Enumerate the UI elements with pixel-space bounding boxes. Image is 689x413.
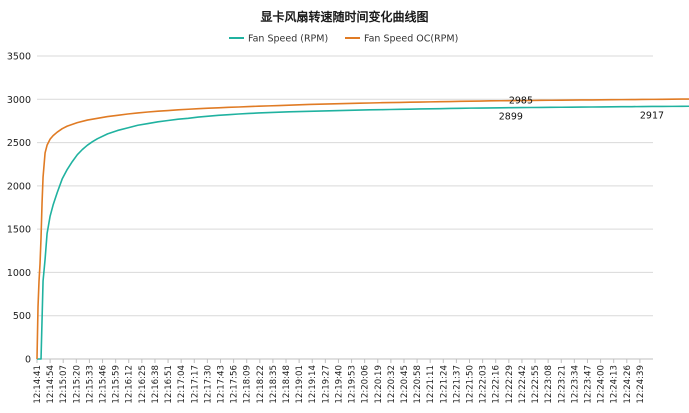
x-tick-label: 12:15:07 <box>59 365 69 404</box>
x-tick-label: 12:22:55 <box>531 365 541 404</box>
legend-label-fan-speed-oc: Fan Speed OC(RPM) <box>364 34 458 45</box>
x-tick-label: 12:24:26 <box>623 365 633 404</box>
data-label: 2985 <box>509 96 533 107</box>
x-tick-label: 12:17:30 <box>203 365 213 404</box>
x-tick-label: 12:23:47 <box>583 365 593 404</box>
x-tick-label: 12:20:45 <box>400 365 410 404</box>
x-tick-label: 12:19:53 <box>348 365 358 404</box>
x-tick-label: 12:24:00 <box>597 365 607 404</box>
data-label: 2917 <box>640 110 664 121</box>
x-tick-label: 12:19:14 <box>308 365 318 404</box>
x-tick-label: 12:17:43 <box>216 365 226 404</box>
legend-label-fan-speed: Fan Speed (RPM) <box>248 34 328 45</box>
x-tick-label: 12:14:54 <box>46 365 56 404</box>
x-tick-label: 12:23:08 <box>544 365 554 404</box>
x-tick-label: 12:21:37 <box>452 365 462 404</box>
x-tick-label: 12:17:17 <box>190 365 200 404</box>
x-tick-label: 12:15:59 <box>112 365 122 404</box>
x-tick-label: 12:22:29 <box>505 365 515 404</box>
x-tick-label: 12:20:19 <box>374 365 384 404</box>
x-tick-label: 12:24:13 <box>610 365 620 404</box>
x-tick-label: 12:20:58 <box>413 365 423 404</box>
x-tick-label: 12:21:11 <box>426 365 436 404</box>
y-tick-label: 2000 <box>7 181 31 192</box>
y-tick-label: 0 <box>25 355 31 366</box>
x-axis: 12:14:41 12:14:54 12:15:07 12:15:20 12:15:33… <box>33 359 646 404</box>
y-axis: 0 500 1000 1500 2000 2500 3000 3500 <box>7 52 31 366</box>
x-tick-label: 12:21:50 <box>466 365 476 404</box>
y-tick-label: 3000 <box>7 95 31 106</box>
x-tick-label: 12:24:39 <box>636 365 646 404</box>
x-tick-label: 12:22:03 <box>479 365 489 404</box>
y-tick-label: 500 <box>13 311 31 322</box>
x-tick-label: 12:15:46 <box>99 365 109 404</box>
x-tick-label: 12:23:21 <box>557 365 567 404</box>
x-tick-label: 12:16:25 <box>138 365 148 404</box>
data-labels: 29852899300429173006 <box>499 96 664 123</box>
y-tick-label: 2500 <box>7 138 31 149</box>
series-line-fan-speed <box>37 105 689 360</box>
x-tick-label: 12:16:51 <box>164 365 174 404</box>
x-tick-label: 12:18:48 <box>282 365 292 404</box>
x-tick-label: 12:21:24 <box>439 365 449 404</box>
plot-area <box>36 98 689 360</box>
x-tick-label: 12:15:33 <box>85 365 95 404</box>
x-tick-label: 12:14:41 <box>33 365 43 404</box>
chart-title: 显卡风扇转速随时间变化曲线图 <box>260 9 428 24</box>
x-tick-label: 12:15:20 <box>72 365 82 404</box>
gridlines <box>37 55 653 360</box>
y-tick-label: 3500 <box>7 52 31 63</box>
x-tick-label: 12:20:06 <box>361 365 371 404</box>
x-tick-label: 12:16:12 <box>125 365 135 404</box>
x-tick-label: 12:20:32 <box>387 365 397 404</box>
x-tick-label: 12:17:56 <box>230 365 240 404</box>
y-tick-label: 1500 <box>7 225 31 236</box>
series-line-fan-speed-oc <box>36 98 689 360</box>
x-tick-label: 12:19:01 <box>295 365 305 404</box>
x-tick-label: 12:19:40 <box>334 365 344 404</box>
x-tick-label: 12:19:27 <box>321 365 331 404</box>
x-tick-label: 12:22:16 <box>492 365 502 404</box>
x-tick-label: 12:18:22 <box>256 365 266 404</box>
x-tick-label: 12:18:09 <box>243 365 253 404</box>
x-tick-label: 12:23:34 <box>570 365 580 404</box>
data-label: 2899 <box>499 112 523 123</box>
x-tick-label: 12:17:04 <box>177 365 187 404</box>
x-tick-label: 12:22:42 <box>518 365 528 404</box>
x-tick-label: 12:16:38 <box>151 365 161 404</box>
x-tick-label: 12:18:35 <box>269 365 279 404</box>
legend: Fan Speed (RPM) Fan Speed OC(RPM) <box>229 34 458 45</box>
y-tick-label: 1000 <box>7 268 31 279</box>
